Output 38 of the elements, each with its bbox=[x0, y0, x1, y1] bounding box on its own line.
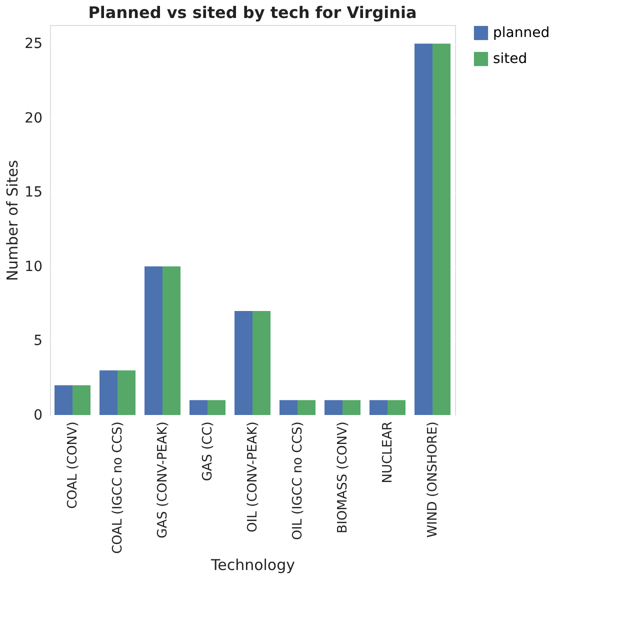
bar bbox=[144, 266, 162, 415]
y-axis-title: Number of Sites bbox=[4, 160, 22, 281]
bar bbox=[54, 385, 72, 415]
bar bbox=[162, 266, 180, 415]
y-tick-label: 0 bbox=[34, 408, 42, 424]
bar bbox=[72, 385, 90, 415]
x-tick-label: OIL (CONV-PEAK) bbox=[246, 422, 260, 532]
bar bbox=[298, 400, 316, 415]
x-tick-label: GAS (CC) bbox=[200, 422, 216, 482]
bar bbox=[100, 370, 118, 415]
x-tick-label: GAS (CONV-PEAK) bbox=[156, 422, 170, 538]
x-tick-label: BIOMASS (CONV) bbox=[336, 422, 350, 534]
y-tick-label: 20 bbox=[24, 110, 42, 126]
bar bbox=[414, 44, 432, 415]
bar bbox=[324, 400, 342, 415]
bar bbox=[388, 400, 406, 415]
bar bbox=[280, 400, 298, 415]
x-tick-label: WIND (ONSHORE) bbox=[426, 422, 440, 538]
legend-label: sited bbox=[493, 51, 528, 67]
x-tick-label: COAL (IGCC no CCS) bbox=[110, 422, 126, 554]
bar bbox=[208, 400, 226, 415]
chart-title: Planned vs sited by tech for Virginia bbox=[88, 3, 417, 22]
bar bbox=[342, 400, 360, 415]
x-tick-label: COAL (CONV) bbox=[66, 422, 80, 509]
bar bbox=[432, 44, 450, 415]
y-tick-label: 25 bbox=[24, 36, 42, 52]
x-axis-title: Technology bbox=[210, 556, 296, 574]
y-tick-label: 5 bbox=[34, 333, 42, 350]
y-tick-label: 15 bbox=[24, 184, 42, 201]
legend-label: planned bbox=[493, 25, 550, 41]
y-tick-label: 10 bbox=[24, 258, 42, 275]
bar bbox=[252, 311, 270, 415]
x-tick-label: OIL (IGCC no CCS) bbox=[290, 422, 306, 540]
bar bbox=[118, 370, 136, 415]
x-tick-label: NUCLEAR bbox=[380, 422, 396, 484]
bar bbox=[234, 311, 252, 415]
bar bbox=[190, 400, 208, 415]
bar bbox=[370, 400, 388, 415]
